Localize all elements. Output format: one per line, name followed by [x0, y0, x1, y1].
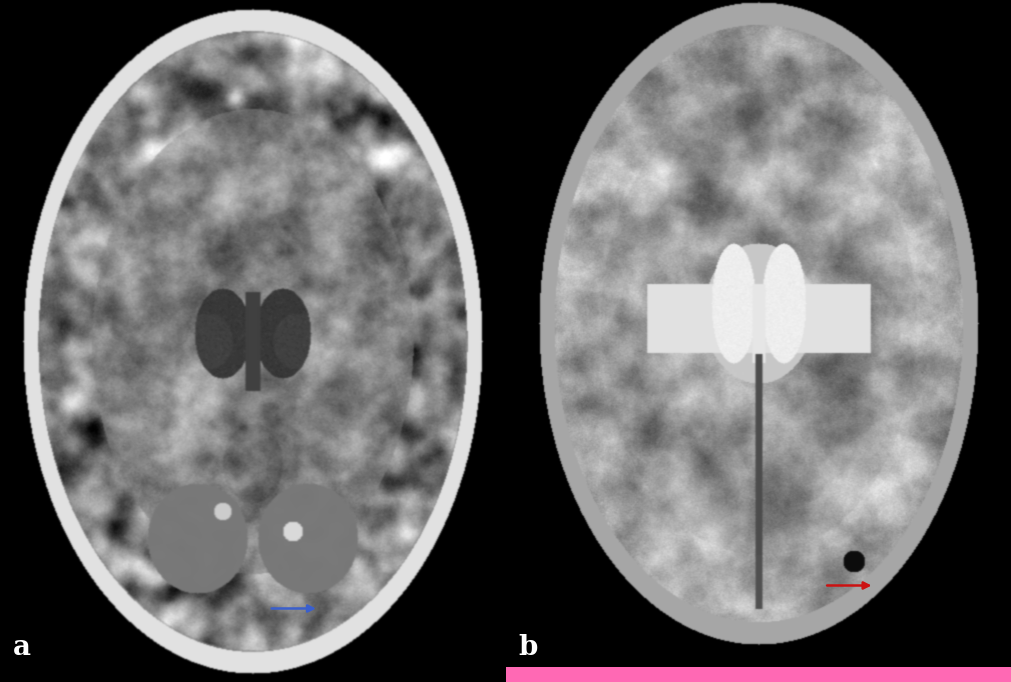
Bar — [506, 667, 1011, 682]
Text: b: b — [519, 634, 538, 661]
Text: a: a — [12, 634, 30, 661]
